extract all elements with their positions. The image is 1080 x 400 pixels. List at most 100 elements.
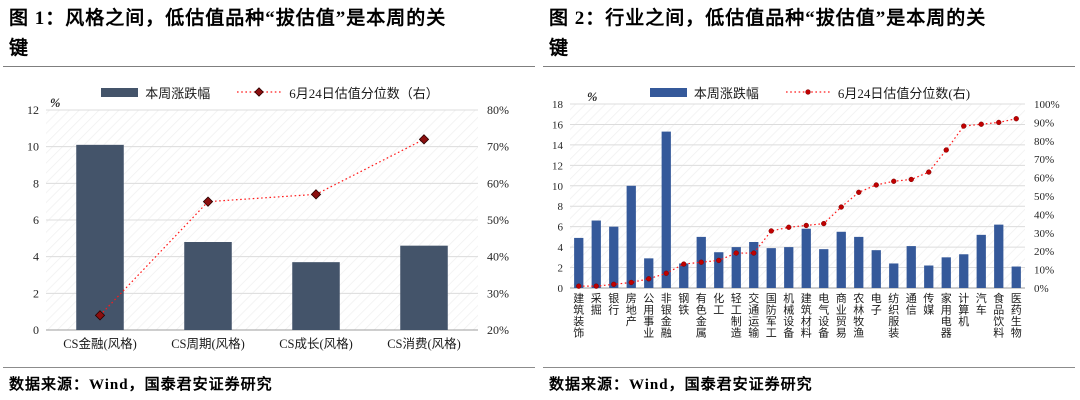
left-axis-tick-label: 0	[558, 283, 564, 295]
line-marker-dot	[838, 204, 844, 210]
line-marker-dot	[576, 283, 582, 289]
right-axis-tick-label: 90%	[1034, 117, 1054, 129]
bar	[959, 254, 969, 288]
bar	[924, 265, 934, 288]
figure-2-title-line1: 图 2：行业之间，低估值品种“拔估值”是本周的关	[549, 8, 987, 29]
x-axis-label: 电气设备	[818, 292, 829, 340]
legend-line-swatch	[785, 89, 830, 95]
bar	[819, 249, 829, 288]
right-axis-tick-label: 60%	[1034, 173, 1054, 185]
bar	[731, 247, 741, 288]
line-marker-dot	[611, 281, 617, 287]
x-axis-label: 房地产	[626, 292, 637, 328]
line-marker-dot	[891, 178, 897, 184]
figure-2-source: 数据来源：Wind，国泰君安证券研究	[549, 377, 813, 393]
x-axis-label: 采掘	[591, 292, 602, 317]
figure-1-title-line1: 图 1：风格之间，低估值品种“拔估值”是本周的关	[9, 8, 447, 29]
right-axis-tick-label: 50%	[487, 213, 509, 227]
bar	[679, 263, 689, 288]
left-axis-tick-label: 8	[558, 201, 564, 213]
bar	[784, 247, 794, 288]
left-axis-tick-label: 12	[552, 160, 563, 172]
figure-1-chart: 0 2 4 6 8 10 12 % 20% 30% 40% 50% 60% 70% 80% CS金融(风格) C…	[27, 96, 509, 351]
right-axis-tick-label: 30%	[487, 286, 509, 300]
bar	[292, 262, 340, 330]
x-axis-label: 农林牧渔	[853, 291, 864, 340]
x-axis-label: 钢铁	[678, 292, 689, 317]
figure-2-title: 图 2：行业之间，低估值品种“拔估值”是本周的关 键	[549, 4, 1011, 64]
x-axis-label: CS金融(风格)	[63, 336, 137, 351]
bar	[994, 224, 1004, 288]
plot-area	[570, 104, 1025, 288]
left-axis-tick-label: 16	[552, 119, 564, 131]
figure-2-chart: 0 2 4 6 8 10 12 14 16 18% 0% 10% 20% 30% 40% 50% 60% 70% 8…	[552, 90, 1060, 340]
bar	[976, 234, 986, 288]
right-axis-tick-label: 0%	[1034, 283, 1049, 295]
x-axis-label: 计算机	[958, 292, 969, 328]
line-marker-diamond	[94, 310, 106, 321]
right-axis-tick-label: 40%	[487, 250, 509, 264]
bar	[906, 246, 916, 288]
figure-1-title: 图 1：风格之间，低估值品种“拔估值”是本周的关 键	[9, 4, 471, 64]
line-marker-dot	[768, 228, 774, 234]
bar	[591, 220, 601, 288]
legend-bar-swatch	[649, 87, 687, 97]
figure-2-title-line2: 键	[549, 38, 570, 59]
left-axis-tick-label: 2	[33, 286, 39, 300]
right-axis-tick-label: 10%	[1034, 265, 1054, 277]
bar	[749, 242, 759, 288]
bar	[889, 263, 899, 288]
line-marker-dot	[821, 220, 827, 227]
left-axis-tick-label: 12	[27, 103, 39, 117]
line-marker-dot	[751, 250, 757, 256]
line-marker-dot	[803, 222, 809, 229]
line-marker-diamond	[202, 196, 214, 207]
bar	[941, 257, 951, 288]
line-marker-diamond	[310, 189, 322, 200]
right-axis-tick-label: 30%	[1034, 228, 1054, 240]
trend-line	[99, 138, 425, 316]
x-axis-label: 有色金属	[696, 291, 707, 340]
left-axis-tick-label: 6	[33, 213, 39, 227]
right-axis-tick-label: 100%	[1034, 99, 1060, 111]
right-axis-tick-label: 20%	[487, 323, 509, 337]
legend-item: 6月24日估值分位数（右）	[236, 83, 439, 102]
x-axis-label: 食品饮料	[993, 291, 1004, 340]
bar	[574, 237, 584, 288]
left-axis-unit-label: %	[587, 90, 597, 104]
x-axis-label: 机械设备	[783, 291, 794, 340]
bar	[609, 226, 619, 288]
line-marker-dot	[681, 261, 687, 267]
left-axis-tick-label: 2	[558, 263, 564, 275]
x-axis-label: 银行	[608, 291, 619, 317]
line-marker-dot	[646, 276, 652, 282]
line-marker-dot	[996, 119, 1002, 126]
bar	[1011, 266, 1021, 288]
source-divider	[543, 367, 1075, 368]
x-axis-label: 建筑装饰	[573, 291, 584, 340]
line-marker-dot	[698, 259, 704, 265]
bar	[400, 245, 448, 330]
bar	[871, 250, 881, 288]
right-axis-tick-label: 80%	[487, 103, 509, 117]
x-axis-label: 非银金融	[661, 292, 672, 340]
left-axis-tick-label: 4	[558, 242, 564, 254]
right-axis-tick-label: 70%	[487, 140, 509, 154]
legend-label: 6月24日估值分位数（右）	[289, 85, 439, 101]
x-axis-label: 纺织服装	[888, 291, 899, 340]
bar	[661, 131, 671, 288]
legend-label: 本周涨跌幅	[693, 85, 759, 101]
left-axis-unit-label: %	[50, 96, 60, 110]
bar	[184, 242, 232, 330]
right-axis-tick-label: 70%	[1034, 154, 1054, 166]
figure-1-panel: 图 1：风格之间，低估值品种“拔估值”是本周的关 键 本周涨跌幅 6月24日估值分…	[3, 4, 535, 393]
x-axis-label: 交通运输	[748, 291, 759, 340]
bar	[836, 231, 846, 288]
line-marker-dot	[873, 182, 879, 188]
x-axis-label: 国防军工	[766, 292, 777, 340]
bar	[714, 252, 724, 288]
line-marker-dot	[663, 270, 669, 276]
bar	[854, 236, 864, 288]
line-marker-diamond	[254, 87, 265, 97]
